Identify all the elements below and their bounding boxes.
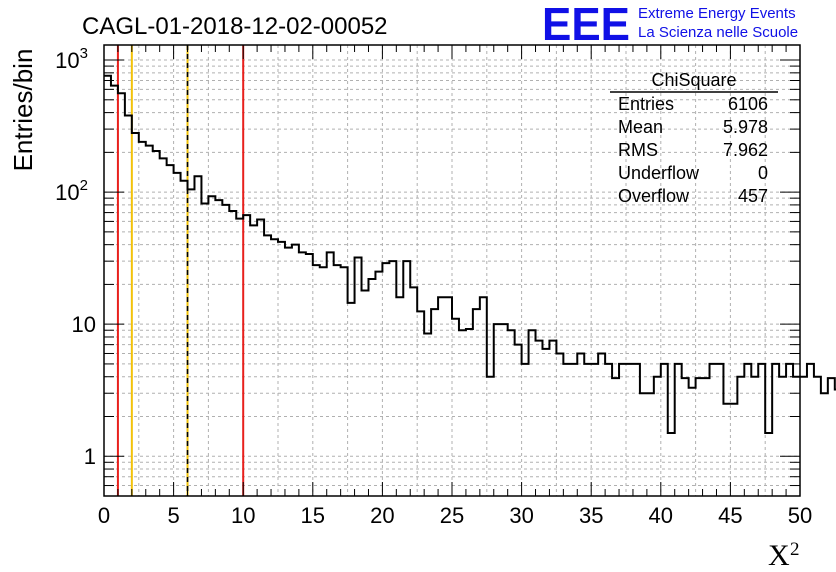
stats-label: Entries <box>618 94 674 114</box>
x-tick-label: 20 <box>370 503 394 528</box>
x-tick-label: 25 <box>440 503 464 528</box>
x-axis-label: X 2 <box>768 539 800 572</box>
x-tick-labels: 0 5 10 15 20 25 30 35 40 45 50 <box>98 503 812 528</box>
grid <box>104 45 800 496</box>
stats-label: RMS <box>618 140 658 160</box>
stats-label: Mean <box>618 117 663 137</box>
stats-box: ChiSquare Entries 6106 Mean 5.978 RMS 7.962 Un… <box>610 70 778 206</box>
y-tick-label: 103 <box>55 45 88 73</box>
x-tick-label: 45 <box>718 503 742 528</box>
x-tick-label: 0 <box>98 503 110 528</box>
y-tick-label: 102 <box>55 177 88 205</box>
axis-ticks <box>103 45 801 497</box>
x-axis-label-base: X <box>768 539 790 572</box>
stats-value: 7.962 <box>723 140 768 160</box>
x-tick-label: 30 <box>509 503 533 528</box>
stats-label: Overflow <box>618 186 690 206</box>
x-tick-label: 5 <box>167 503 179 528</box>
stats-value: 0 <box>758 163 768 183</box>
x-tick-label: 10 <box>231 503 255 528</box>
x-tick-label: 40 <box>649 503 673 528</box>
chart-title: CAGL-01-2018-12-02-00052 <box>82 13 388 40</box>
x-tick-label: 15 <box>301 503 325 528</box>
x-tick-label: 50 <box>788 503 812 528</box>
x-axis-label-exponent: 2 <box>790 539 800 560</box>
stats-value: 5.978 <box>723 117 768 137</box>
y-axis-label: Entries/bin <box>8 49 38 172</box>
x-tick-label: 35 <box>579 503 603 528</box>
stats-value: 457 <box>738 186 768 206</box>
eee-logo-mark: EEE <box>542 0 630 50</box>
y-tick-label: 1 <box>84 444 96 469</box>
stats-label: Underflow <box>618 163 700 183</box>
logo-line-2: La Scienza nelle Scuole <box>638 24 798 41</box>
logo-line-1: Extreme Energy Events <box>638 5 796 22</box>
stats-value: 6106 <box>728 94 768 114</box>
eee-logo: EEE Extreme Energy Events La Scienza nel… <box>542 0 798 50</box>
marker-lines <box>116 45 245 496</box>
y-tick-label: 10 <box>72 312 96 337</box>
stats-rows: Entries 6106 Mean 5.978 RMS 7.962 Underflow 0 Ov… <box>618 94 768 206</box>
stats-title: ChiSquare <box>651 70 736 90</box>
